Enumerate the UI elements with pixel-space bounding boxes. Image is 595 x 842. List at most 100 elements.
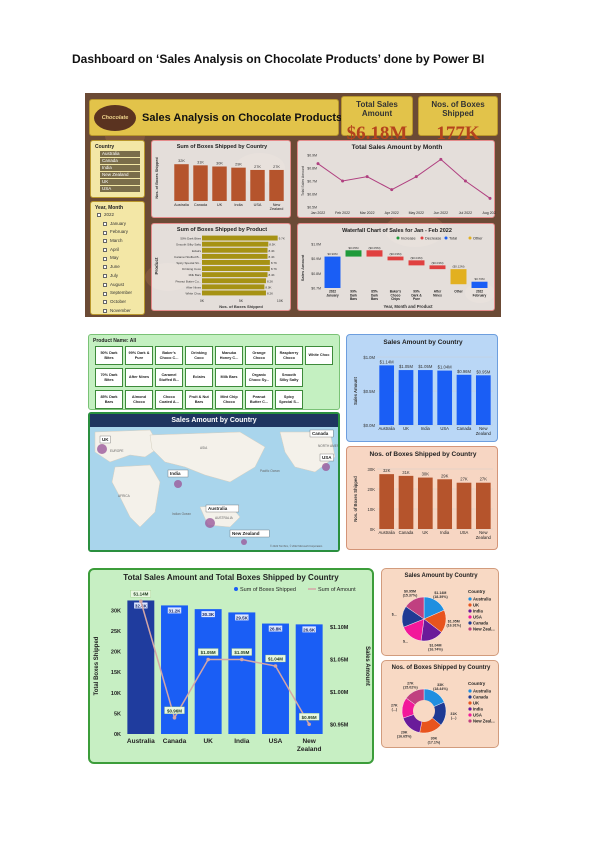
data-label: 26.8K (269, 627, 282, 632)
slice-label: $1.04M (429, 644, 441, 648)
product-tile[interactable]: White Choc (305, 346, 333, 365)
map-label: New Zealand (232, 531, 260, 536)
country-slicer-title: Country (95, 144, 115, 150)
data-label: 8.0K (265, 285, 271, 289)
map-bubble (322, 463, 330, 471)
product-tile[interactable]: After Nines (125, 368, 153, 387)
y-tick-label: 50% Dark Bites (180, 237, 201, 241)
y-tick-label: 0K (114, 732, 121, 738)
product-tile[interactable]: Caramel Stuffed B... (155, 368, 183, 387)
x-tick-label: Baker's (390, 290, 402, 294)
x-tick-label: India (234, 738, 250, 745)
product-tile[interactable]: 50% Dark Bites (95, 346, 123, 365)
dashboard-title: Sales Analysis on Chocolate Products (142, 112, 343, 124)
product-tile[interactable]: Manuka Honey C... (215, 346, 243, 365)
y-tick-label: Peanut Butter Cu... (175, 279, 201, 283)
legend-marker (468, 713, 472, 717)
bar (250, 169, 265, 201)
month-label: August (110, 281, 125, 287)
x-tick-label: USA (254, 203, 262, 207)
month-slicer[interactable]: Year, Month 2022 January February March Apr… (90, 201, 145, 315)
country-option[interactable]: UK (100, 179, 140, 185)
y-tick-label: Caramel Stuffed B... (174, 255, 201, 259)
legend-marker (468, 707, 472, 711)
land (111, 464, 161, 528)
world-map[interactable]: UK EUROPE ASIA India AFRICA Canada NORTH AMERI… (90, 427, 338, 550)
year-option[interactable]: 2022 (97, 211, 144, 220)
legend-label: Increase (401, 237, 416, 241)
kpi-sales-value: $6.18M (346, 123, 408, 144)
product-tile[interactable]: 99% Dark & Pure (125, 346, 153, 365)
x-tick-label: January (326, 293, 338, 297)
map-label: India (170, 471, 181, 476)
x-tick-label: May 2022 (409, 211, 424, 215)
kpi-boxes-value: 177K (436, 123, 480, 144)
title-banner: Chocolate Sales Analysis on Chocolate Pr… (89, 99, 343, 136)
y-axis-label: Product (154, 257, 159, 275)
month-option[interactable]: October (103, 298, 144, 307)
data-label: $0.05M (348, 246, 359, 250)
map-label-bg (229, 529, 270, 538)
country-option[interactable]: Australia (100, 151, 140, 157)
map-panel: Sales Amount by Country UK EUROPE ASIA Indi… (88, 412, 340, 552)
product-tile[interactable]: Eclairs (185, 368, 213, 387)
month-option[interactable]: February (103, 228, 144, 237)
legend-label: New Zeal... (473, 627, 495, 632)
product-tile[interactable]: Drinking Coco (185, 346, 213, 365)
map-region-label: EUROPE (110, 449, 123, 453)
product-tile[interactable]: Milk Bars (215, 368, 243, 387)
month-option[interactable]: November (103, 307, 144, 314)
product-tile[interactable]: Mint Chip Choco (215, 390, 243, 409)
month-option[interactable]: July (103, 272, 144, 281)
product-tile[interactable]: Spicy Special S... (275, 390, 303, 409)
x-tick-label: UK (203, 738, 213, 745)
y-tick-label: $0.8M (307, 167, 317, 171)
country-option[interactable]: India (100, 165, 140, 171)
product-tile[interactable]: 70% Dark Bites (95, 368, 123, 387)
product-tile[interactable]: Fruit & Nut Bars (185, 390, 213, 409)
map-label: Canada (312, 431, 329, 436)
product-tile[interactable]: Orange Choco (245, 346, 273, 365)
legend-label: New Zeal... (473, 719, 495, 724)
product-tile[interactable]: 85% Dark Bars (95, 390, 123, 409)
data-label: 8.7K (271, 267, 277, 271)
map-region-label: AUSTRALIA (215, 516, 234, 520)
dashboard-2: Product Name: All 50% Dark Bites 99% Dark… (88, 334, 498, 552)
slice-label: (16.91%) (446, 624, 461, 628)
bar (202, 241, 269, 247)
waterfall-bar (345, 250, 362, 257)
month-option[interactable]: March (103, 237, 144, 246)
chart-title: Sum of Boxes Shipped by Country (177, 144, 268, 150)
bar (417, 477, 433, 529)
x-tick-label: New (302, 738, 316, 745)
month-option[interactable]: September (103, 289, 144, 298)
month-option[interactable]: January (103, 220, 144, 229)
legend-label: India (473, 609, 483, 614)
data-label: 30K (422, 472, 430, 477)
country-option[interactable]: New Zealand (100, 172, 140, 178)
product-tile[interactable]: Raspberry Choco (275, 346, 303, 365)
country-slicer[interactable]: Country Australia Canada India New Zeala… (90, 140, 145, 198)
waterfall-bar (429, 265, 446, 270)
month-option[interactable]: May (103, 254, 144, 263)
map-region-label: Indian Ocean (172, 512, 191, 516)
month-slicer-title: Year, Month (95, 205, 124, 211)
product-slicer-title: Product Name: All (93, 338, 137, 344)
product-tile[interactable]: Choco Coated A... (155, 390, 183, 409)
product-tile[interactable]: Organic Choco Sy... (245, 368, 273, 387)
month-option[interactable]: August (103, 281, 144, 290)
data-label-bg (268, 625, 283, 632)
month-option[interactable]: April (103, 246, 144, 255)
product-tile[interactable]: Almond Choco (125, 390, 153, 409)
x-tick-label: India (440, 530, 450, 535)
product-slicer[interactable]: Product Name: All 50% Dark Bites 99% Dark… (88, 334, 340, 410)
bar (228, 612, 256, 734)
product-tile[interactable]: Peanut Butter C... (245, 390, 273, 409)
product-tile[interactable]: Baker's Choco C... (155, 346, 183, 365)
x-tick-label: USA (269, 738, 283, 745)
product-tile[interactable]: Smooth Silky Salty (275, 368, 303, 387)
country-option[interactable]: Canada (100, 158, 140, 164)
data-label: 29K (235, 163, 242, 167)
country-option[interactable]: USA (100, 186, 140, 192)
month-option[interactable]: June (103, 263, 144, 272)
